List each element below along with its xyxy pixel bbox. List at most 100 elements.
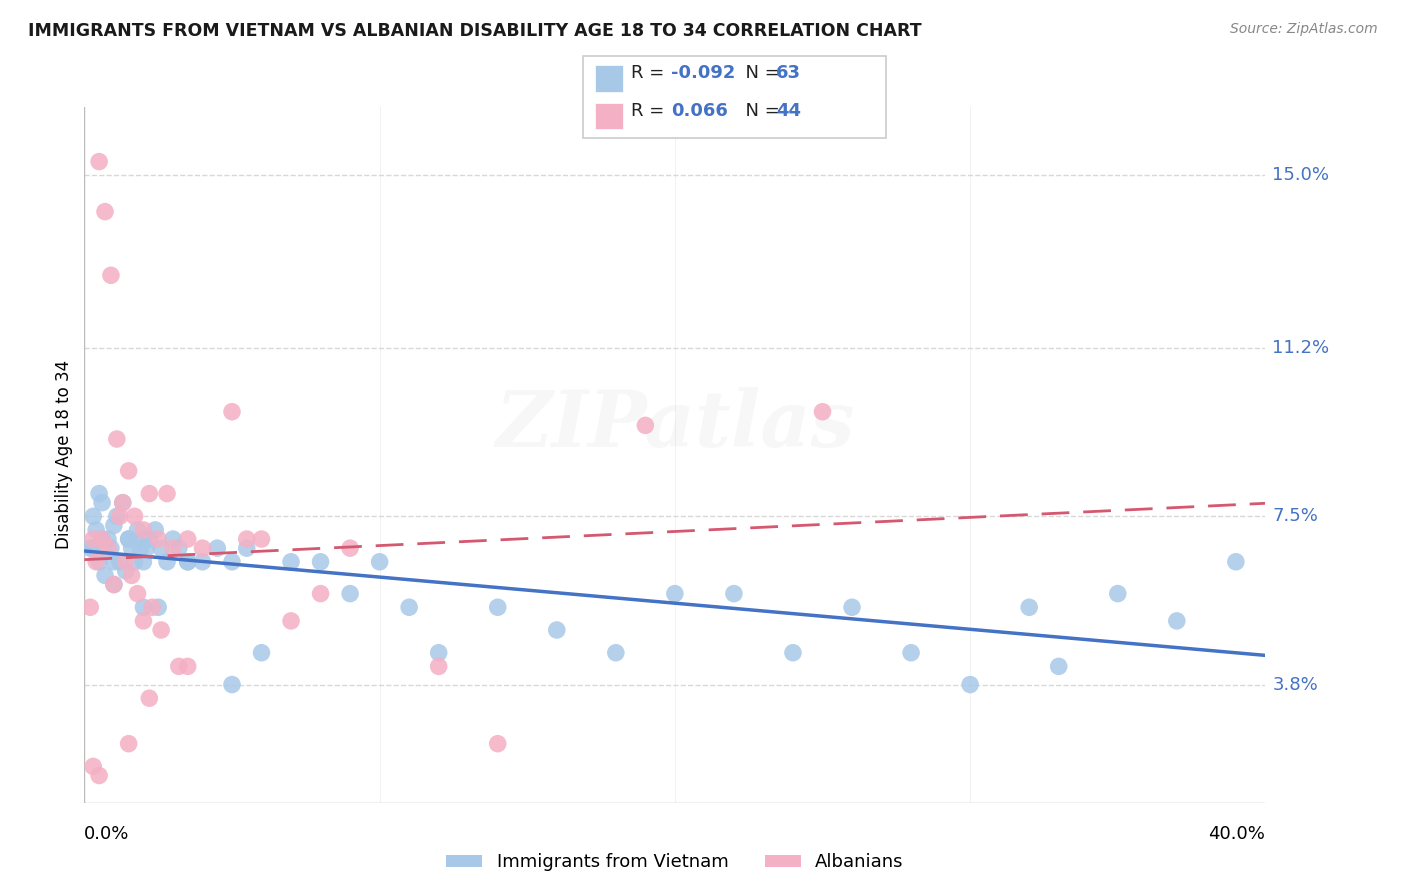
Point [1225,555,1247,569]
Point [97,541,120,556]
Point [150,541,173,556]
Point [959,677,981,691]
Point [135,541,157,556]
Point [124,555,146,569]
Point [177,555,200,569]
Text: IMMIGRANTS FROM VIETNAM VS ALBANIAN DISABILITY AGE 18 TO 34 CORRELATION CHART: IMMIGRANTS FROM VIETNAM VS ALBANIAN DISA… [28,22,922,40]
Text: 0.066: 0.066 [671,102,727,120]
Text: R =: R = [631,64,671,82]
Point [235,541,259,556]
Point [103,577,125,591]
Point [100,541,122,556]
Point [309,586,332,600]
Point [132,523,155,537]
Point [91,532,114,546]
Point [280,614,302,628]
Point [132,600,155,615]
Point [143,523,166,537]
Point [132,532,155,546]
Point [900,646,922,660]
Point [97,532,120,546]
Point [427,659,450,673]
Point [94,204,117,219]
Text: 63: 63 [776,64,801,82]
Text: 40.0%: 40.0% [1209,825,1265,843]
Point [221,405,243,419]
Point [280,555,302,569]
Point [114,564,136,578]
Point [782,646,804,660]
Point [118,532,141,546]
Point [121,541,143,556]
Point [124,509,146,524]
Point [221,555,243,569]
Point [82,541,104,556]
Point [1107,586,1129,600]
Point [191,555,214,569]
Point [634,418,657,433]
Point [177,659,200,673]
Point [87,555,111,569]
Point [132,555,155,569]
Text: N =: N = [734,102,786,120]
Point [103,577,125,591]
Point [177,555,200,569]
Point [100,268,122,283]
Point [398,600,420,615]
Point [723,586,745,600]
Point [94,568,117,582]
Point [138,691,160,706]
Point [87,768,111,782]
Point [129,541,152,556]
Point [114,555,136,569]
Point [105,509,128,524]
Point [177,532,200,546]
Point [486,600,509,615]
Point [84,523,107,537]
Point [205,541,228,556]
Point [191,541,214,556]
Point [1018,600,1040,615]
Point [841,600,863,615]
Point [108,555,131,569]
Point [605,646,627,660]
Point [1166,614,1188,628]
Point [162,532,184,546]
Text: -0.092: -0.092 [671,64,735,82]
Point [132,614,155,628]
Point [486,737,509,751]
Point [111,496,134,510]
Text: R =: R = [631,102,676,120]
Point [87,154,111,169]
Point [111,496,134,510]
Text: ZIPatlas: ZIPatlas [495,387,855,464]
Text: Source: ZipAtlas.com: Source: ZipAtlas.com [1230,22,1378,37]
Point [309,555,332,569]
Point [84,555,107,569]
Point [103,518,125,533]
Point [103,555,125,569]
Point [127,523,149,537]
Point [118,737,141,751]
Point [167,659,190,673]
Legend: Immigrants from Vietnam, Albanians: Immigrants from Vietnam, Albanians [439,847,911,879]
Point [108,509,131,524]
Point [79,600,101,615]
Point [339,586,361,600]
Point [79,541,101,556]
Point [91,496,114,510]
Point [156,555,179,569]
Point [546,623,568,637]
Point [84,814,107,828]
Point [339,541,361,556]
Text: 0.0%: 0.0% [84,825,129,843]
Point [1047,659,1070,673]
Point [221,677,243,691]
Text: 7.5%: 7.5% [1272,508,1319,525]
Point [82,532,104,546]
Point [167,541,190,556]
Point [250,646,273,660]
Point [141,600,163,615]
Point [150,623,173,637]
Point [118,464,141,478]
